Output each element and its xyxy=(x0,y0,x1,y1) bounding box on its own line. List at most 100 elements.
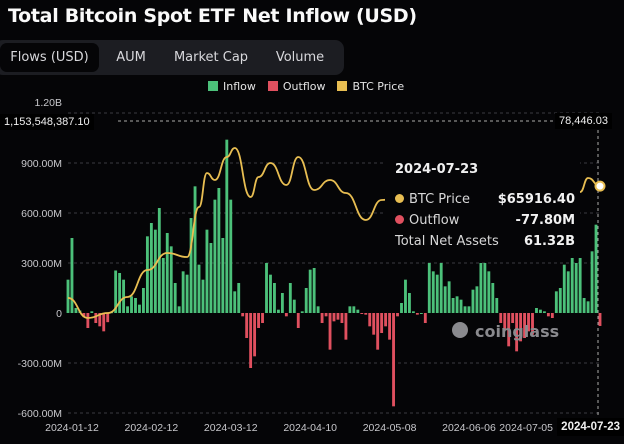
legend-outflow[interactable]: Outflow xyxy=(267,80,325,93)
inflow-bar[interactable] xyxy=(539,309,542,313)
outflow-bar[interactable] xyxy=(511,313,515,323)
inflow-bar[interactable] xyxy=(495,298,499,313)
inflow-bar[interactable] xyxy=(276,309,280,313)
outflow-bar[interactable] xyxy=(368,313,372,327)
outflow-bar[interactable] xyxy=(336,313,340,320)
outflow-bar[interactable] xyxy=(324,313,328,317)
inflow-bar[interactable] xyxy=(126,306,129,313)
inflow-bar[interactable] xyxy=(404,279,407,313)
inflow-bar[interactable] xyxy=(165,233,169,313)
inflow-bar[interactable] xyxy=(265,263,268,313)
outflow-bar[interactable] xyxy=(296,313,300,328)
inflow-bar[interactable] xyxy=(74,308,78,313)
inflow-bar[interactable] xyxy=(233,291,237,313)
outflow-bar[interactable] xyxy=(245,313,249,338)
inflow-bar[interactable] xyxy=(288,283,292,313)
outflow-bar[interactable] xyxy=(241,313,245,317)
inflow-bar[interactable] xyxy=(181,271,185,313)
inflow-bar[interactable] xyxy=(173,283,177,313)
inflow-bar[interactable] xyxy=(221,238,225,313)
inflow-bar[interactable] xyxy=(185,274,189,313)
inflow-bar[interactable] xyxy=(487,271,491,313)
outflow-bar[interactable] xyxy=(396,313,399,317)
inflow-bar[interactable] xyxy=(578,258,582,313)
inflow-bar[interactable] xyxy=(70,238,74,313)
inflow-bar[interactable] xyxy=(189,218,193,313)
outflow-bar[interactable] xyxy=(86,313,90,328)
outflow-bar[interactable] xyxy=(384,313,388,327)
outflow-bar[interactable] xyxy=(415,313,419,315)
inflow-bar[interactable] xyxy=(542,311,546,313)
outflow-bar[interactable] xyxy=(531,313,534,335)
tab-aum[interactable]: AUM xyxy=(116,50,146,65)
inflow-bar[interactable] xyxy=(130,296,133,313)
outflow-bar[interactable] xyxy=(102,313,106,332)
inflow-bar[interactable] xyxy=(269,274,272,313)
inflow-bar[interactable] xyxy=(475,286,479,313)
inflow-bar[interactable] xyxy=(566,271,570,313)
outflow-bar[interactable] xyxy=(515,313,519,352)
inflow-bar[interactable] xyxy=(213,199,217,313)
inflow-bar[interactable] xyxy=(419,313,423,314)
inflow-bar[interactable] xyxy=(431,271,435,313)
outflow-bar[interactable] xyxy=(392,313,395,407)
tab-flows[interactable]: Flows (USD) xyxy=(0,43,99,72)
inflow-bar[interactable] xyxy=(451,298,455,313)
inflow-bar[interactable] xyxy=(594,224,598,313)
inflow-bar[interactable] xyxy=(352,306,356,313)
inflow-bar[interactable] xyxy=(134,298,137,313)
inflow-bar[interactable] xyxy=(447,281,451,313)
outflow-bar[interactable] xyxy=(527,313,530,332)
inflow-bar[interactable] xyxy=(229,199,233,313)
inflow-bar[interactable] xyxy=(590,251,594,313)
inflow-bar[interactable] xyxy=(90,311,94,313)
inflow-bar[interactable] xyxy=(114,270,118,314)
outflow-bar[interactable] xyxy=(550,313,554,318)
outflow-bar[interactable] xyxy=(360,313,364,314)
inflow-bar[interactable] xyxy=(586,301,590,313)
inflow-bar[interactable] xyxy=(142,288,145,313)
inflow-bar[interactable] xyxy=(535,308,538,313)
inflow-bar[interactable] xyxy=(574,263,578,313)
inflow-bar[interactable] xyxy=(435,274,439,313)
inflow-bar[interactable] xyxy=(161,258,165,313)
inflow-bar[interactable] xyxy=(304,288,308,313)
inflow-bar[interactable] xyxy=(225,139,229,313)
outflow-bar[interactable] xyxy=(388,313,392,340)
outflow-bar[interactable] xyxy=(98,313,102,327)
outflow-bar[interactable] xyxy=(523,313,526,338)
inflow-bar[interactable] xyxy=(443,286,447,313)
inflow-bar[interactable] xyxy=(157,208,161,313)
inflow-bar[interactable] xyxy=(427,263,431,313)
inflow-bar[interactable] xyxy=(316,306,320,313)
outflow-bar[interactable] xyxy=(507,313,511,347)
inflow-bar[interactable] xyxy=(356,309,360,313)
tab-market-cap[interactable]: Market Cap xyxy=(173,50,249,65)
outflow-bar[interactable] xyxy=(423,313,427,323)
outflow-bar[interactable] xyxy=(261,313,264,323)
inflow-bar[interactable] xyxy=(197,264,201,313)
inflow-bar[interactable] xyxy=(558,288,562,313)
outflow-bar[interactable] xyxy=(284,313,288,317)
inflow-bar[interactable] xyxy=(455,296,459,313)
outflow-bar[interactable] xyxy=(320,313,324,323)
outflow-bar[interactable] xyxy=(257,313,260,328)
outflow-bar[interactable] xyxy=(546,313,550,317)
inflow-bar[interactable] xyxy=(312,268,316,313)
inflow-bar[interactable] xyxy=(483,263,487,313)
inflow-bar[interactable] xyxy=(467,306,471,313)
outflow-bar[interactable] xyxy=(82,313,86,318)
inflow-bar[interactable] xyxy=(582,298,586,313)
inflow-bar[interactable] xyxy=(138,304,141,313)
inflow-bar[interactable] xyxy=(562,264,566,313)
outflow-bar[interactable] xyxy=(598,313,602,326)
outflow-bar[interactable] xyxy=(519,313,523,342)
inflow-bar[interactable] xyxy=(348,306,352,313)
outflow-bar[interactable] xyxy=(249,313,253,368)
inflow-bar[interactable] xyxy=(66,279,70,313)
inflow-bar[interactable] xyxy=(463,306,467,313)
inflow-bar[interactable] xyxy=(400,303,403,313)
inflow-bar[interactable] xyxy=(570,256,574,313)
outflow-bar[interactable] xyxy=(340,313,344,323)
